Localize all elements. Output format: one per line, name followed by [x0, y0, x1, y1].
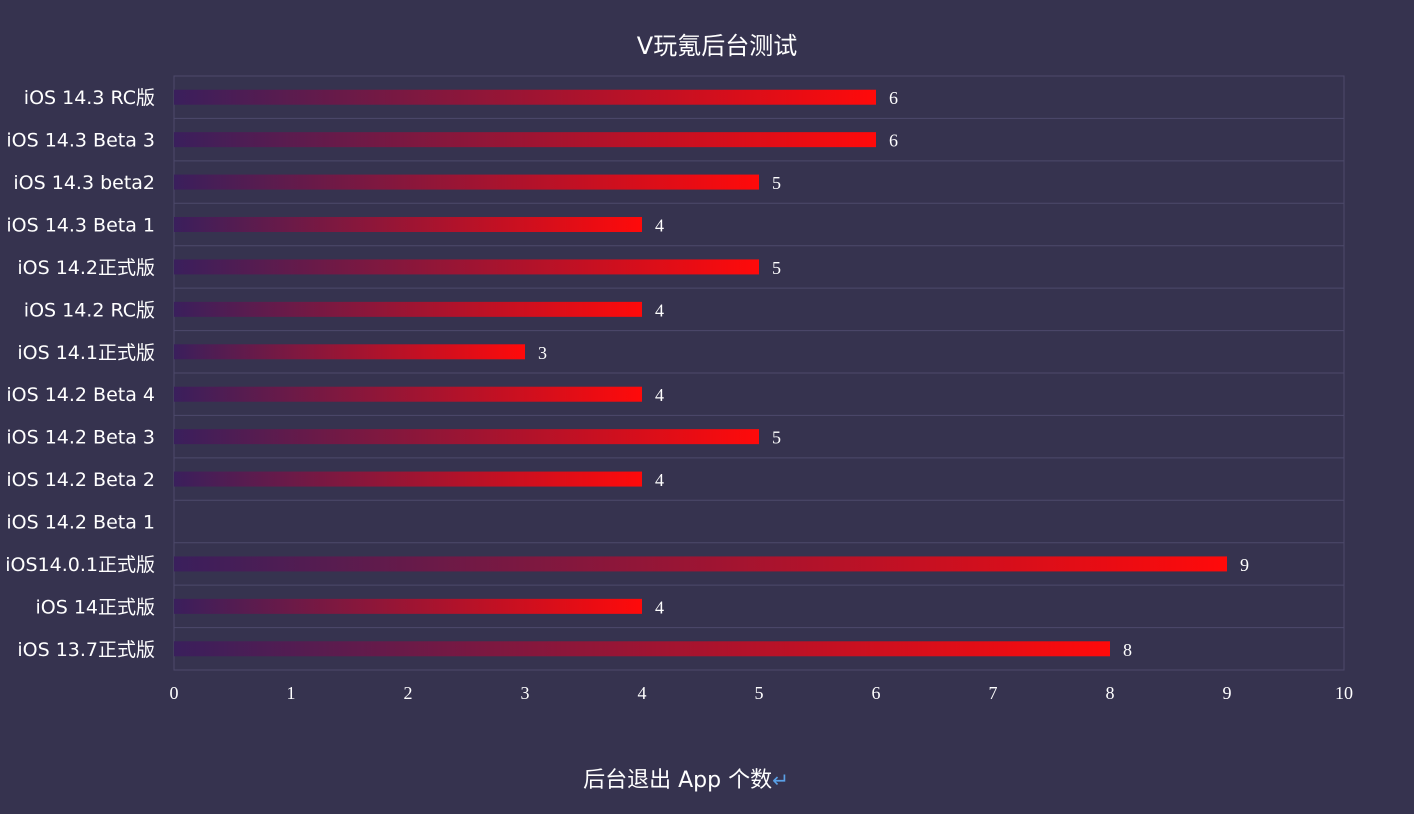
- x-tick-label: 2: [404, 683, 413, 703]
- bar: [174, 259, 759, 275]
- plot-area: 0 1 2 3 4 5 6 7 8 9 10 iOS 14.3 RC版 6 iOS 14.3 Beta 3…: [5, 75, 1353, 703]
- category-label: iOS 14.2 RC版: [24, 299, 155, 321]
- data-label: 5: [772, 258, 781, 278]
- return-arrow-icon: ↵: [772, 768, 789, 792]
- data-label: 4: [655, 385, 664, 405]
- x-tick-label: 1: [287, 683, 296, 703]
- category-label: iOS 14正式版: [35, 596, 155, 618]
- data-label: 5: [772, 428, 781, 448]
- data-label: 4: [655, 470, 664, 490]
- category-label: iOS 14.2 Beta 1: [6, 512, 155, 534]
- bar: [174, 471, 642, 487]
- bar: [174, 556, 1227, 572]
- data-label: 4: [655, 216, 664, 236]
- data-label: 4: [655, 597, 664, 617]
- bar: [174, 598, 642, 614]
- data-label: 3: [538, 343, 547, 363]
- x-tick-label: 5: [755, 683, 764, 703]
- category-label: iOS 14.3 Beta 3: [6, 130, 155, 152]
- bar: [174, 429, 759, 445]
- x-axis-label-text: 后台退出 App 个数: [583, 768, 772, 793]
- bar: [174, 301, 642, 317]
- category-label: iOS 13.7正式版: [17, 639, 155, 661]
- x-tick-label: 3: [521, 683, 530, 703]
- bar: [174, 132, 876, 148]
- category-label: iOS 14.3 Beta 1: [6, 215, 155, 237]
- data-label: 6: [889, 88, 898, 108]
- category-label: iOS 14.3 beta2: [13, 172, 155, 194]
- x-tick-label: 6: [872, 683, 881, 703]
- bar: [174, 386, 642, 402]
- category-label: iOS14.0.1正式版: [5, 554, 155, 576]
- data-label: 6: [889, 131, 898, 151]
- category-label: iOS 14.3 RC版: [24, 87, 155, 109]
- data-label: 4: [655, 300, 664, 320]
- category-label: iOS 14.2 Beta 3: [6, 427, 155, 449]
- data-label: 5: [772, 173, 781, 193]
- category-label: iOS 14.2 Beta 4: [6, 384, 155, 406]
- category-label: iOS 14.1正式版: [17, 342, 155, 364]
- x-tick-label: 4: [638, 683, 647, 703]
- x-axis-label: 后台退出 App 个数↵: [583, 768, 789, 793]
- x-tick-label: 0: [170, 683, 179, 703]
- bar: [174, 217, 642, 232]
- x-tick-label: 10: [1335, 683, 1353, 703]
- category-label: iOS 14.2 Beta 2: [6, 469, 155, 491]
- x-tick-label: 9: [1223, 683, 1232, 703]
- bar: [174, 89, 876, 105]
- bar: [174, 641, 1110, 657]
- chart-title: V玩氪后台测试: [637, 32, 797, 60]
- bar: [174, 174, 759, 190]
- x-tick-label: 7: [989, 683, 998, 703]
- data-label: 8: [1123, 640, 1132, 660]
- x-tick-label: 8: [1106, 683, 1115, 703]
- category-label: iOS 14.2正式版: [17, 257, 155, 279]
- data-label: 9: [1240, 555, 1249, 575]
- bar: [174, 344, 525, 360]
